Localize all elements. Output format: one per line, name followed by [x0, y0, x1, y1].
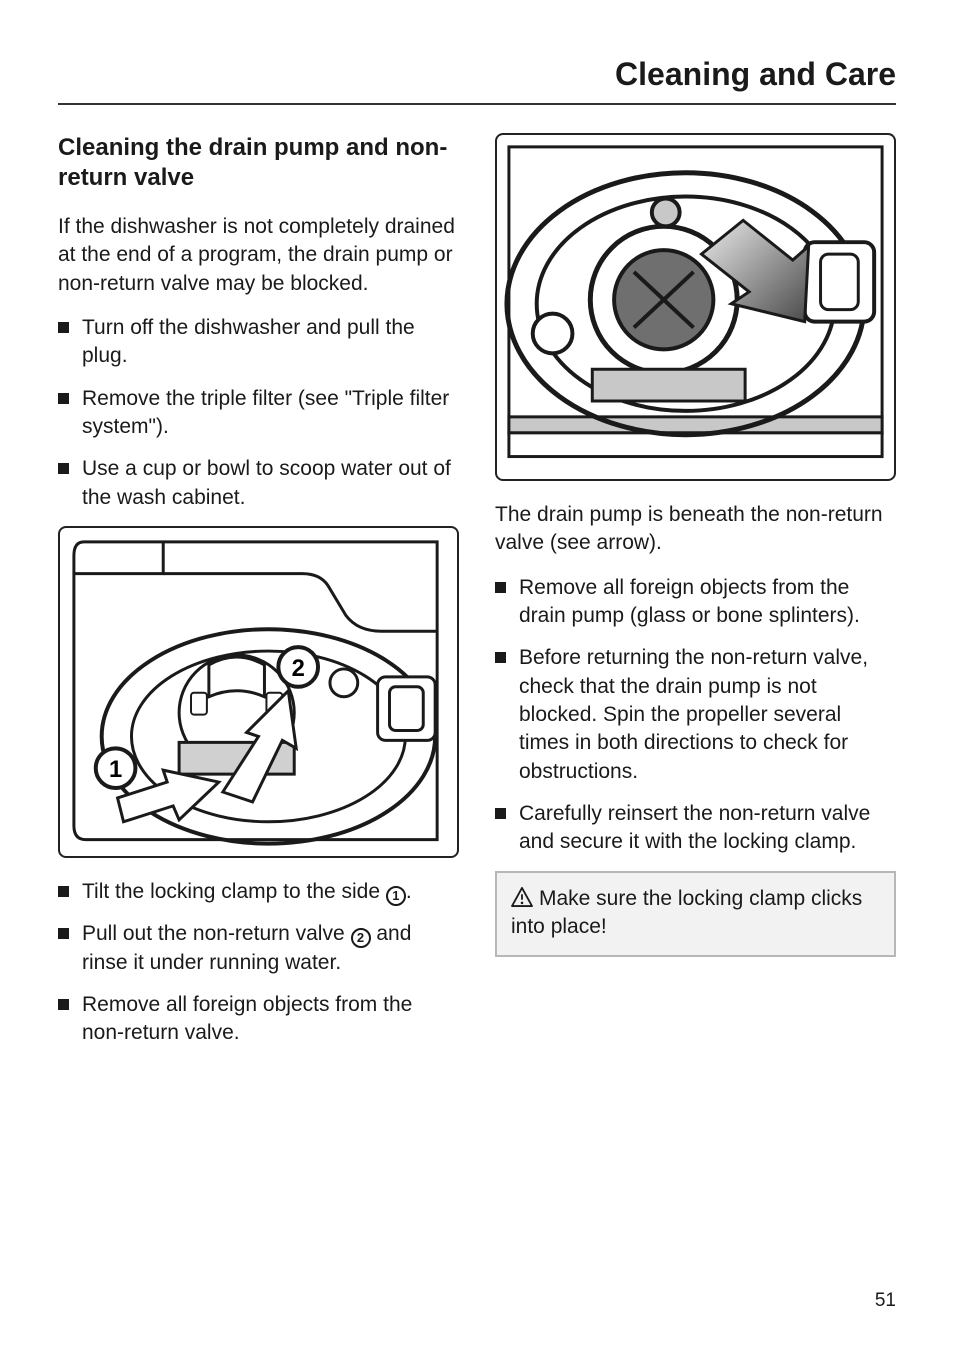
list-item: Before returning the non-return valve, c…: [495, 644, 896, 786]
list-item: Pull out the non-return valve 2 and rins…: [58, 920, 459, 977]
steps-list-bottom: Tilt the locking clamp to the side 1. Pu…: [58, 878, 459, 1048]
right-column: The drain pump is beneath the non-return…: [495, 133, 896, 1062]
page: Cleaning and Care Cleaning the drain pum…: [0, 0, 954, 1102]
page-number: 51: [875, 1290, 896, 1312]
steps-list-right: Remove all foreign objects from the drai…: [495, 574, 896, 857]
marker-1-inline: 1: [386, 886, 406, 906]
steps-list-top: Turn off the dishwasher and pull the plu…: [58, 314, 459, 512]
figure-marker-2: 2: [292, 655, 305, 682]
figure-marker-1: 1: [109, 756, 122, 783]
warning-icon: [511, 887, 533, 907]
warning-box: Make sure the locking clamp clicks into …: [495, 871, 896, 958]
diagram-svg-2: [497, 135, 894, 468]
content-columns: Cleaning the drain pump and non-return v…: [58, 133, 896, 1062]
figure-drain-pump: [495, 133, 896, 481]
intro-paragraph: If the dishwasher is not completely drai…: [58, 213, 459, 298]
warning-text: Make sure the locking clamp clicks into …: [511, 887, 862, 938]
list-item: Carefully reinsert the non-return valve …: [495, 800, 896, 857]
marker-2-inline: 2: [351, 928, 371, 948]
list-item: Tilt the locking clamp to the side 1.: [58, 878, 459, 906]
section-title: Cleaning and Care: [58, 56, 896, 105]
text: .: [406, 880, 412, 903]
subheading: Cleaning the drain pump and non-return v…: [58, 133, 459, 193]
list-item: Remove the triple filter (see "Triple fi…: [58, 385, 459, 442]
diagram-svg: 1 2: [60, 528, 457, 846]
text: Tilt the locking clamp to the side: [82, 880, 386, 903]
figure-non-return-valve: 1 2: [58, 526, 459, 858]
list-item: Use a cup or bowl to scoop water out of …: [58, 455, 459, 512]
figure-caption: The drain pump is beneath the non-return…: [495, 501, 896, 558]
list-item: Turn off the dishwasher and pull the plu…: [58, 314, 459, 371]
text: Pull out the non-return valve: [82, 922, 351, 945]
list-item: Remove all foreign objects from the non-…: [58, 991, 459, 1048]
list-item: Remove all foreign objects from the drai…: [495, 574, 896, 631]
left-column: Cleaning the drain pump and non-return v…: [58, 133, 459, 1062]
